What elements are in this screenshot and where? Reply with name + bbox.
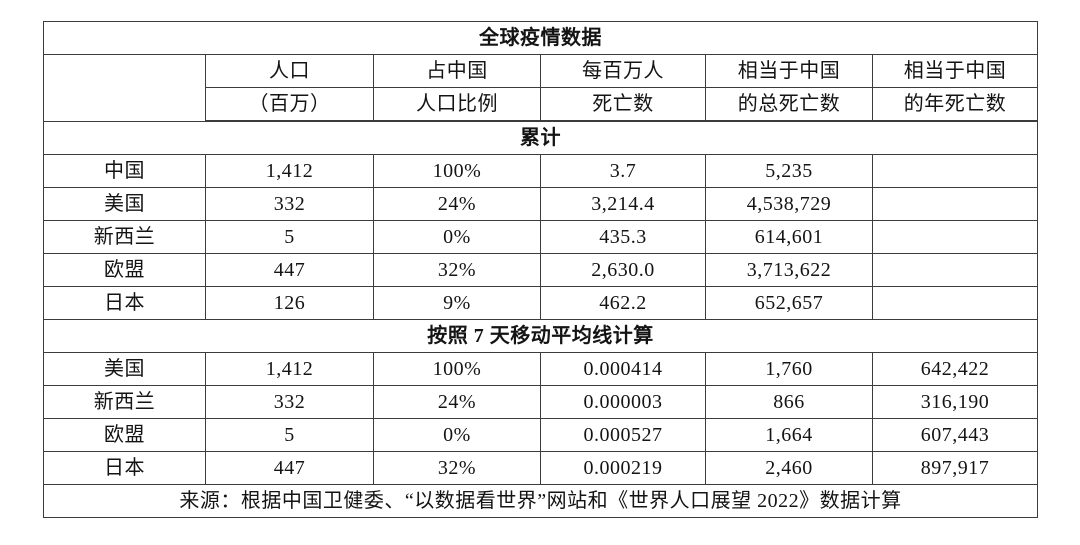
header-row-2: （百万） 人口比例 死亡数 的总死亡数 的年死亡数 xyxy=(44,87,1039,122)
data-cell: 0% xyxy=(373,220,541,254)
column-subheader-equiv-annual-deaths: 的年死亡数 xyxy=(871,87,1039,122)
table-title: 全球疫情数据 xyxy=(42,21,1039,55)
data-cell: 0.000527 xyxy=(540,418,706,452)
row-label: 美国 xyxy=(43,187,206,221)
data-cell: 100% xyxy=(373,154,541,188)
data-cell: 0.000219 xyxy=(540,451,706,485)
data-cell: 607,443 xyxy=(871,418,1039,452)
data-cell xyxy=(871,154,1039,188)
data-cell xyxy=(871,187,1039,221)
title-row: 全球疫情数据 xyxy=(42,21,1039,55)
column-subheader-share-of-china: 人口比例 xyxy=(373,87,541,122)
data-cell: 2,460 xyxy=(705,451,873,485)
data-cell xyxy=(871,253,1039,287)
data-cell: 2,630.0 xyxy=(540,253,706,287)
data-cell: 1,412 xyxy=(205,352,374,386)
data-cell: 614,601 xyxy=(705,220,873,254)
data-cell: 1,412 xyxy=(205,154,374,188)
data-cell: 1,760 xyxy=(705,352,873,386)
corner-cell xyxy=(43,54,206,122)
data-cell: 5,235 xyxy=(705,154,873,188)
column-subheader-population: （百万） xyxy=(205,87,374,122)
data-cell: 866 xyxy=(705,385,873,419)
section-row-cumulative: 累计 xyxy=(42,120,1039,155)
data-cell: 652,657 xyxy=(705,286,873,320)
table-row: 欧盟 5 0% 0.000527 1,664 607,443 xyxy=(43,418,1039,452)
table-row: 日本 126 9% 462.2 652,657 xyxy=(43,286,1039,320)
row-label: 新西兰 xyxy=(43,220,206,254)
data-cell: 9% xyxy=(373,286,541,320)
data-cell xyxy=(871,220,1039,254)
row-label: 欧盟 xyxy=(43,418,206,452)
data-cell: 126 xyxy=(205,286,374,320)
column-header-share-of-china: 占中国 xyxy=(373,54,541,88)
data-cell: 32% xyxy=(373,253,541,287)
data-cell: 5 xyxy=(205,220,374,254)
section-header-cumulative: 累计 xyxy=(42,120,1039,155)
table-row: 日本 447 32% 0.000219 2,460 897,917 xyxy=(43,451,1039,485)
data-cell: 24% xyxy=(373,187,541,221)
row-label: 新西兰 xyxy=(43,385,206,419)
table-row: 中国 1,412 100% 3.7 5,235 xyxy=(43,154,1039,188)
data-cell: 642,422 xyxy=(871,352,1039,386)
header-row-1: 人口 占中国 每百万人 相当于中国 相当于中国 xyxy=(43,54,1039,122)
column-header-population: 人口 xyxy=(205,54,374,88)
data-cell: 4,538,729 xyxy=(705,187,873,221)
column-subheader-equiv-total-deaths: 的总死亡数 xyxy=(705,87,873,122)
data-cell: 435.3 xyxy=(540,220,706,254)
table-row: 新西兰 5 0% 435.3 614,601 xyxy=(43,220,1039,254)
row-label: 欧盟 xyxy=(43,253,206,287)
data-cell: 100% xyxy=(373,352,541,386)
column-header-equiv-total-deaths: 相当于中国 xyxy=(705,54,873,88)
row-label: 中国 xyxy=(43,154,206,188)
column-header-equiv-annual-deaths: 相当于中国 xyxy=(871,54,1039,88)
table-row: 美国 332 24% 3,214.4 4,538,729 xyxy=(43,187,1039,221)
global-epidemic-data-table: 全球疫情数据 人口 占中国 每百万人 相当于中国 相当于中国 （百万） 人口比例… xyxy=(42,21,1039,518)
data-cell: 24% xyxy=(373,385,541,419)
table-row: 新西兰 332 24% 0.000003 866 316,190 xyxy=(43,385,1039,419)
data-cell: 332 xyxy=(205,187,374,221)
data-cell xyxy=(871,286,1039,320)
data-cell: 3,214.4 xyxy=(540,187,706,221)
data-cell: 0.000003 xyxy=(540,385,706,419)
data-cell: 0.000414 xyxy=(540,352,706,386)
table-row: 欧盟 447 32% 2,630.0 3,713,622 xyxy=(43,253,1039,287)
column-header-deaths-per-million: 每百万人 xyxy=(540,54,706,88)
row-label: 日本 xyxy=(43,451,206,485)
row-label: 日本 xyxy=(43,286,206,320)
column-subheader-deaths-per-million: 死亡数 xyxy=(540,87,706,122)
data-cell: 3,713,622 xyxy=(705,253,873,287)
table-row: 美国 1,412 100% 0.000414 1,760 642,422 xyxy=(43,352,1039,386)
source-note: 来源：根据中国卫健委、“以数据看世界”网站和《世界人口展望 2022》数据计算 xyxy=(42,484,1039,518)
data-cell: 897,917 xyxy=(871,451,1039,485)
section-row-moving-average: 按照 7 天移动平均线计算 xyxy=(42,319,1039,353)
data-cell: 447 xyxy=(205,451,374,485)
source-row: 来源：根据中国卫健委、“以数据看世界”网站和《世界人口展望 2022》数据计算 xyxy=(42,484,1039,518)
row-label: 美国 xyxy=(43,352,206,386)
data-cell: 332 xyxy=(205,385,374,419)
data-cell: 316,190 xyxy=(871,385,1039,419)
data-cell: 447 xyxy=(205,253,374,287)
data-cell: 1,664 xyxy=(705,418,873,452)
data-cell: 0% xyxy=(373,418,541,452)
section-header-moving-average: 按照 7 天移动平均线计算 xyxy=(42,319,1039,353)
data-cell: 32% xyxy=(373,451,541,485)
data-cell: 3.7 xyxy=(540,154,706,188)
data-cell: 5 xyxy=(205,418,374,452)
data-cell: 462.2 xyxy=(540,286,706,320)
